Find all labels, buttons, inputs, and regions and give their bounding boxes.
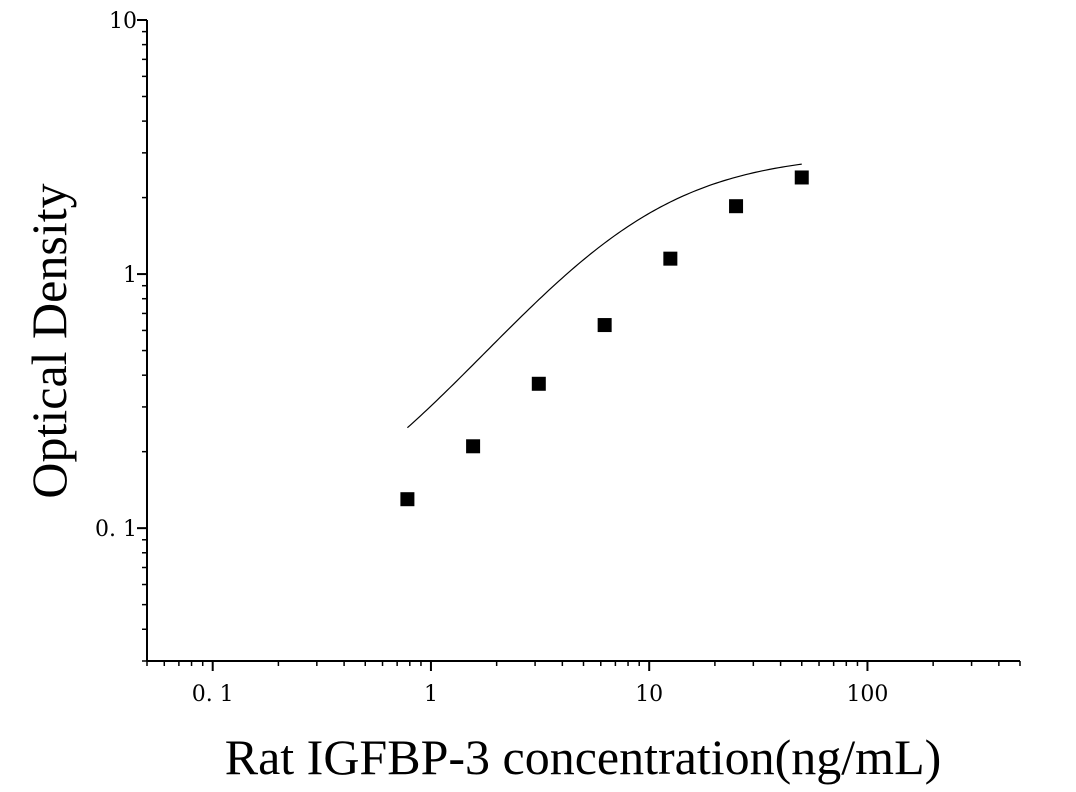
data-point: [466, 439, 481, 454]
x-axis-title: Rat IGFBP-3 concentration(ng/mL): [225, 729, 942, 785]
data-point: [794, 170, 809, 185]
fit-curve: [407, 163, 802, 429]
x-tick-label: 0. 1: [192, 682, 234, 707]
data-points-layer: [400, 170, 809, 507]
data-point: [597, 318, 612, 333]
y-tick-label: 1: [123, 263, 137, 288]
data-point: [663, 251, 678, 266]
tick-labels-layer: 0. 1 1 10 100 0. 1 1 10: [95, 9, 888, 707]
y-axis-title: Optical Density: [21, 183, 77, 498]
axes: [137, 19, 1021, 671]
x-tick-label: 1: [424, 682, 438, 707]
data-point: [729, 199, 744, 214]
x-tick-label: 10: [635, 682, 663, 707]
data-point: [400, 492, 415, 507]
y-tick-label: 10: [109, 9, 137, 34]
y-tick-label: 0. 1: [95, 517, 137, 542]
data-point: [531, 376, 546, 391]
fit-curve-layer: [407, 163, 802, 429]
x-tick-label: 100: [846, 682, 888, 707]
